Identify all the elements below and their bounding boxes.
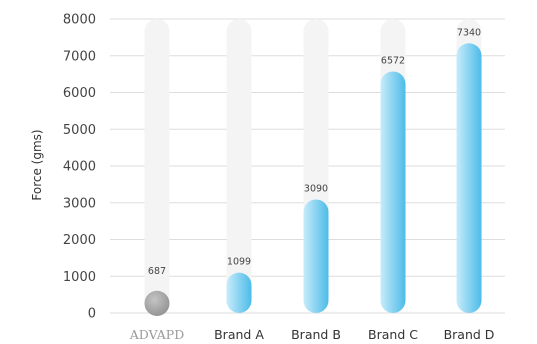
data-label: 687 [148,266,166,277]
bar-1 [226,272,252,313]
y-tick-label: 8000 [63,13,96,28]
data-label: 6572 [381,55,405,66]
bar-3 [380,71,406,313]
bar-0 [144,290,170,316]
data-label: 7340 [457,27,481,38]
bar-track-1 [226,19,252,313]
x-category-label: Brand A [214,327,264,342]
y-tick-label: 0 [88,307,96,322]
x-category-label: ADVAPD [129,327,184,342]
y-tick-label: 3000 [63,196,96,211]
y-tick-label: 5000 [63,123,96,138]
y-tick-label: 4000 [63,160,96,175]
bar-4 [456,43,482,313]
x-category-label: Brand C [368,327,418,342]
y-tick-label: 6000 [63,86,96,101]
y-axis-ticks: 0 1000 2000 3000 4000 5000 6000 7000 8000 [63,13,96,322]
y-tick-label: 1000 [63,270,96,285]
data-labels: 687 1099 3090 6572 7340 [148,27,481,276]
data-label: 1099 [227,257,251,268]
x-category-label: Brand D [444,327,495,342]
bars [144,43,482,316]
x-axis-categories: ADVAPD Brand A Brand B Brand C Brand D [129,327,495,342]
x-category-label: Brand B [291,327,341,342]
bar-track-0 [144,19,170,313]
data-label: 3090 [304,183,328,194]
y-tick-label: 2000 [63,233,96,248]
y-tick-label: 7000 [63,49,96,64]
y-axis-title: Force (gms) [30,129,44,200]
bar-2 [303,199,329,313]
